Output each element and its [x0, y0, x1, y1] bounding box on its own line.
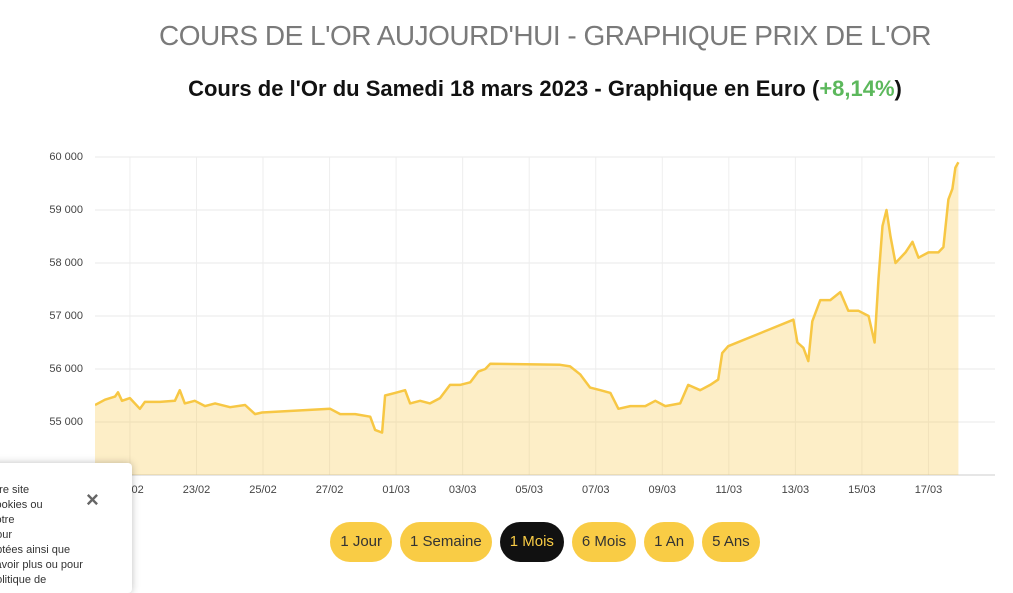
cookie-text: cookies ou: [0, 499, 43, 511]
cookie-text: aptées ainsi que: [0, 544, 71, 556]
cookie-banner: otre site cookies ou votre pour aptées ainsi…: [0, 463, 132, 593]
area: [95, 162, 959, 475]
cookie-text: politique de: [0, 574, 47, 586]
x-tick-label: 01/03: [382, 484, 410, 496]
price-line: [95, 161, 960, 434]
x-tick-label: 07/03: [582, 484, 610, 496]
change-percent: +8,14%: [819, 76, 895, 101]
range-button[interactable]: 5 Ans: [702, 522, 760, 562]
x-tick-label: 15/03: [848, 484, 876, 496]
range-buttons: 1 Jour 1 Semaine 1 Mois 6 Mois 1 An 5 Ans: [0, 522, 1013, 562]
x-tick-label: 13/03: [782, 484, 810, 496]
cookie-text: pour: [0, 529, 13, 541]
cookie-text: savoir plus ou pour: [0, 559, 83, 571]
cookie-text: votre: [0, 514, 15, 526]
y-tick-label: 57 000: [49, 310, 83, 322]
plot: [95, 161, 960, 475]
y-tick-label: 56 000: [49, 363, 83, 375]
range-button[interactable]: 1 Semaine: [400, 522, 492, 562]
x-tick-label: 03/03: [449, 484, 477, 496]
cookie-text: otre site: [0, 484, 30, 496]
y-tick-label: 58 000: [49, 257, 83, 269]
y-tick-label: 60 000: [49, 151, 83, 163]
x-tick-label: 23/02: [183, 484, 211, 496]
range-button[interactable]: 1 Jour: [330, 522, 393, 562]
x-tick-label: 25/02: [249, 484, 277, 496]
x-tick-label: 09/03: [649, 484, 677, 496]
range-button[interactable]: 1 Mois: [499, 522, 564, 562]
x-tick-label: 11/03: [715, 484, 742, 496]
subtitle-text: Cours de l'Or du Samedi 18 mars 2023 - G…: [188, 76, 820, 101]
x-tick-label: 27/02: [316, 484, 344, 496]
subtitle-text: ): [894, 76, 902, 101]
x-tick-label: 17/03: [915, 484, 943, 496]
close-button[interactable]: ×: [86, 487, 99, 512]
x-tick-label: 05/03: [515, 484, 543, 496]
y-tick-label: 55 000: [49, 416, 83, 428]
range-button[interactable]: 1 An: [644, 522, 695, 562]
range-button[interactable]: 6 Mois: [571, 522, 637, 562]
chart-subtitle: Cours de l'Or du Samedi 18 mars 2023 - G…: [0, 76, 1013, 102]
y-tick-label: 59 000: [49, 204, 83, 216]
page-title: COURS DE L'OR AUJOURD'HUI - GRAPHIQUE PR…: [158, 20, 932, 51]
